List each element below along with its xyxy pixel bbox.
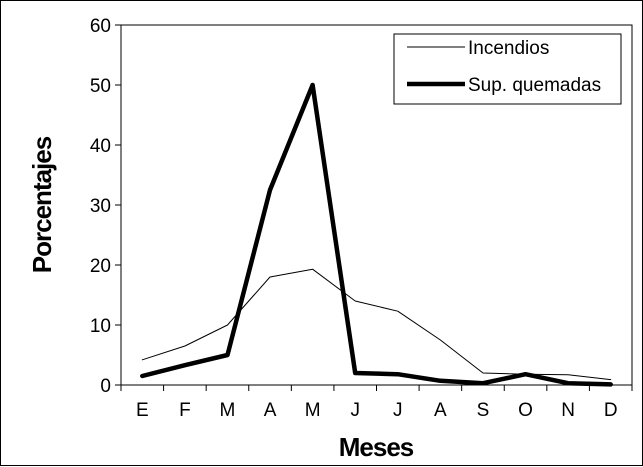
legend-label-incendios: Incendios (468, 38, 549, 59)
y-tick-label: 0 (100, 376, 111, 397)
x-tick-label: D (604, 400, 618, 421)
x-tick-label: N (561, 400, 575, 421)
y-tick-label: 50 (90, 76, 111, 97)
y-tick-label: 10 (90, 316, 111, 337)
series-layer (140, 82, 613, 387)
x-tick-label: M (305, 400, 321, 421)
x-tick-label: A (434, 400, 447, 421)
x-tick-label: F (179, 400, 191, 421)
x-tick-label: S (477, 400, 490, 421)
series-line-sup-quemadas (140, 82, 613, 387)
x-tick-label: E (136, 400, 149, 421)
x-tick-label: J (393, 400, 403, 421)
x-tick-label: O (518, 400, 533, 421)
y-axis-title: Porcentajes (27, 136, 57, 273)
x-tick-label: M (220, 400, 236, 421)
x-axis-title: Meses (339, 432, 414, 462)
x-tick-label: J (350, 400, 360, 421)
y-tick-label: 60 (90, 16, 111, 37)
legend-box (393, 33, 622, 105)
y-tick-label: 40 (90, 136, 111, 157)
y-axis: 0 10 20 30 40 50 60 (90, 16, 121, 397)
legend: Incendios Sup. quemadas (393, 33, 622, 105)
y-tick-label: 30 (90, 196, 111, 217)
y-tick-label: 20 (90, 256, 111, 277)
x-tick-label: A (264, 400, 277, 421)
legend-label-sup-quemadas: Sup. quemadas (468, 75, 601, 96)
